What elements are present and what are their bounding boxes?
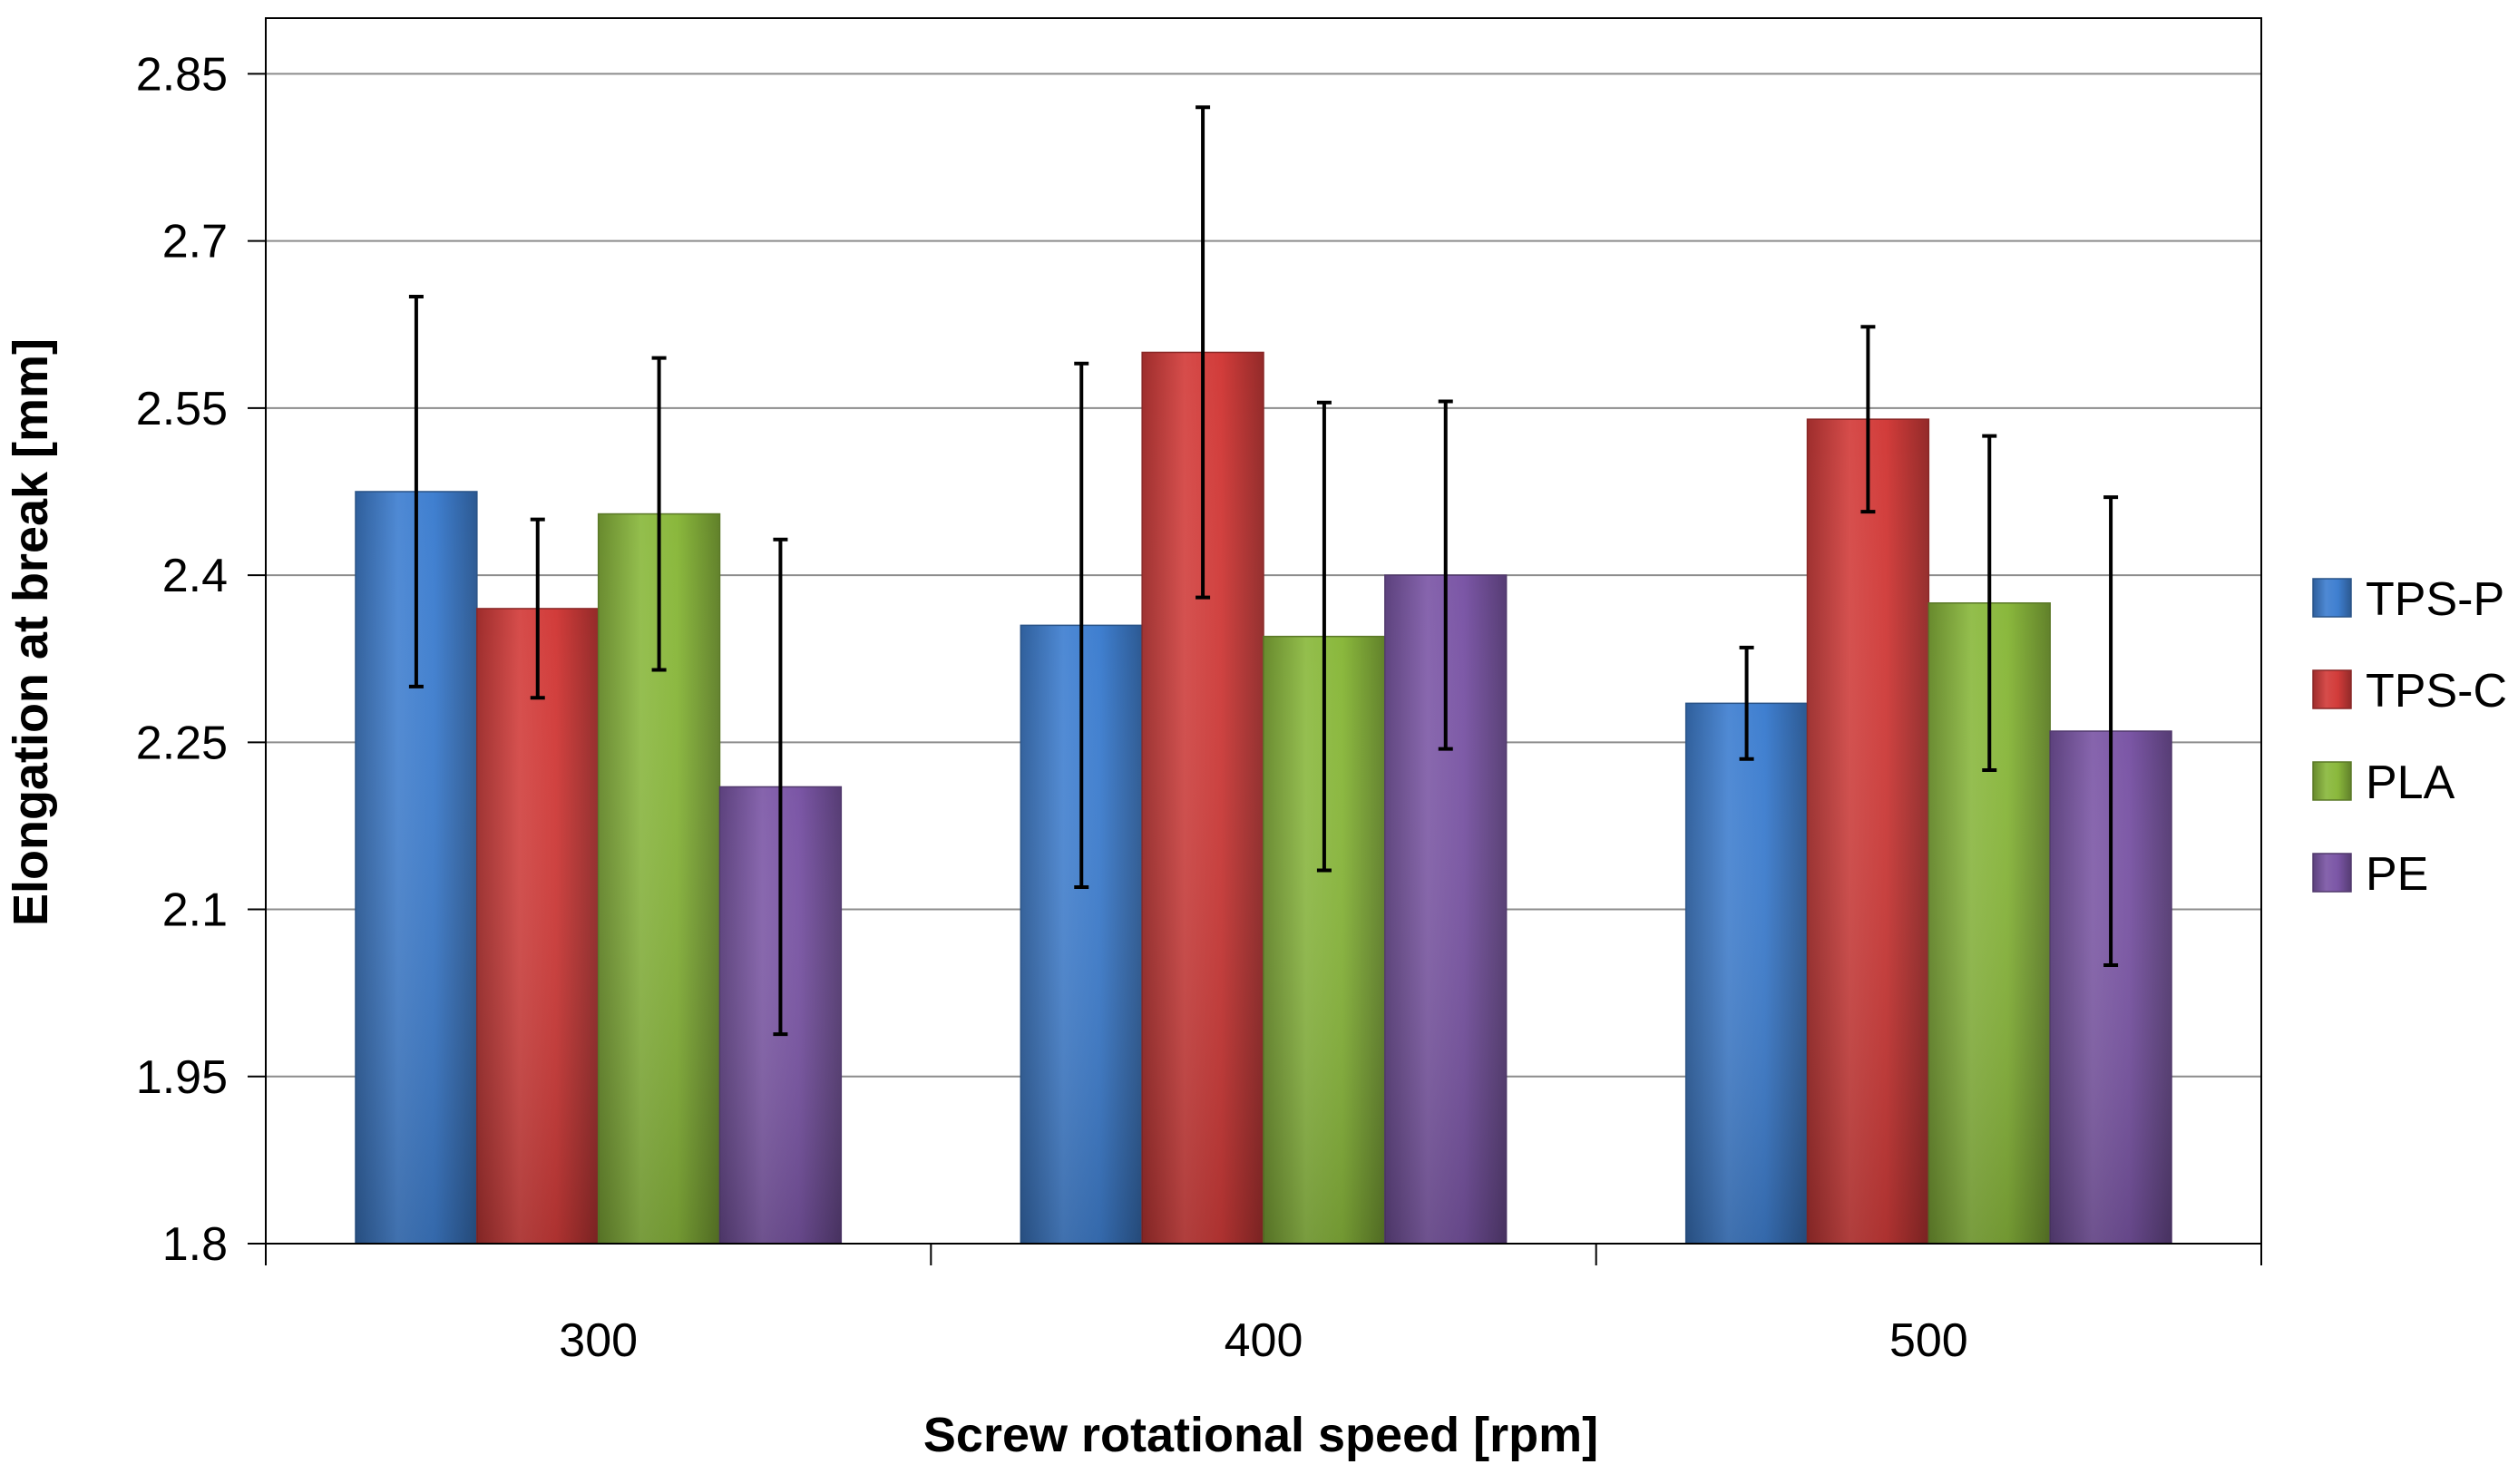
legend-label: TPS-P [2366,573,2504,626]
bar-shading [1685,703,1808,1244]
y-tick-label: 2.85 [136,48,228,101]
error-bar-tps-c-300 [530,517,545,700]
y-tick-label: 1.8 [162,1218,228,1271]
error-bar-pla-300 [651,356,667,672]
legend-item-pe: PE [2312,848,2428,901]
error-bar-tps-p-300 [408,295,424,688]
legend-swatch [2312,853,2352,893]
plot-frame [265,17,2262,1245]
axes [248,17,2262,1265]
x-tick-label: 300 [559,1314,638,1367]
y-axis-title: Elongation at break [mm] [4,338,58,926]
error-bars [408,105,2119,1037]
y-tick-label: 2.4 [162,550,228,602]
bar-shading [1807,419,1929,1244]
y-tick-label: 2.1 [162,884,228,937]
error-bar-pe-400 [1438,399,1453,751]
error-bar-tps-p-400 [1074,361,1089,889]
legend-swatch [2312,761,2352,801]
error-bar-tps-c-400 [1196,105,1211,600]
y-tick-label: 1.95 [136,1051,228,1104]
legend-label: TPS-C [2366,665,2507,718]
x-tick-label: 500 [1889,1314,1968,1367]
error-bar-pla-400 [1316,400,1332,873]
x-axis-title: Screw rotational speed [rpm] [923,1408,1598,1462]
bar-shading [476,608,599,1244]
error-bar-pe-500 [2103,495,2119,967]
legend-swatch [2312,669,2352,709]
legend: TPS-P TPS-C PLA PE [2312,573,2507,901]
legend-item-pla: PLA [2312,757,2455,809]
x-tick-label: 400 [1225,1314,1303,1367]
y-tick-label: 2.7 [162,216,228,268]
legend-swatch [2312,578,2352,618]
y-tick-label: 2.25 [136,717,228,769]
legend-item-tps-p: TPS-P [2312,573,2504,626]
y-tick-label: 2.55 [136,383,228,435]
legend-item-tps-c: TPS-C [2312,665,2507,718]
tick-labels: 1.8 1.95 2.1 2.25 2.4 2.55 2.7 2.85 300 400 500 [136,48,1968,1367]
legend-label: PLA [2366,757,2455,809]
bars [355,351,2172,1245]
legend-label: PE [2366,848,2428,901]
error-bar-tps-p-500 [1739,645,1754,761]
error-bar-pe-300 [773,537,788,1037]
error-bar-pla-500 [1982,434,1997,773]
error-bar-tps-c-500 [1860,325,1876,514]
